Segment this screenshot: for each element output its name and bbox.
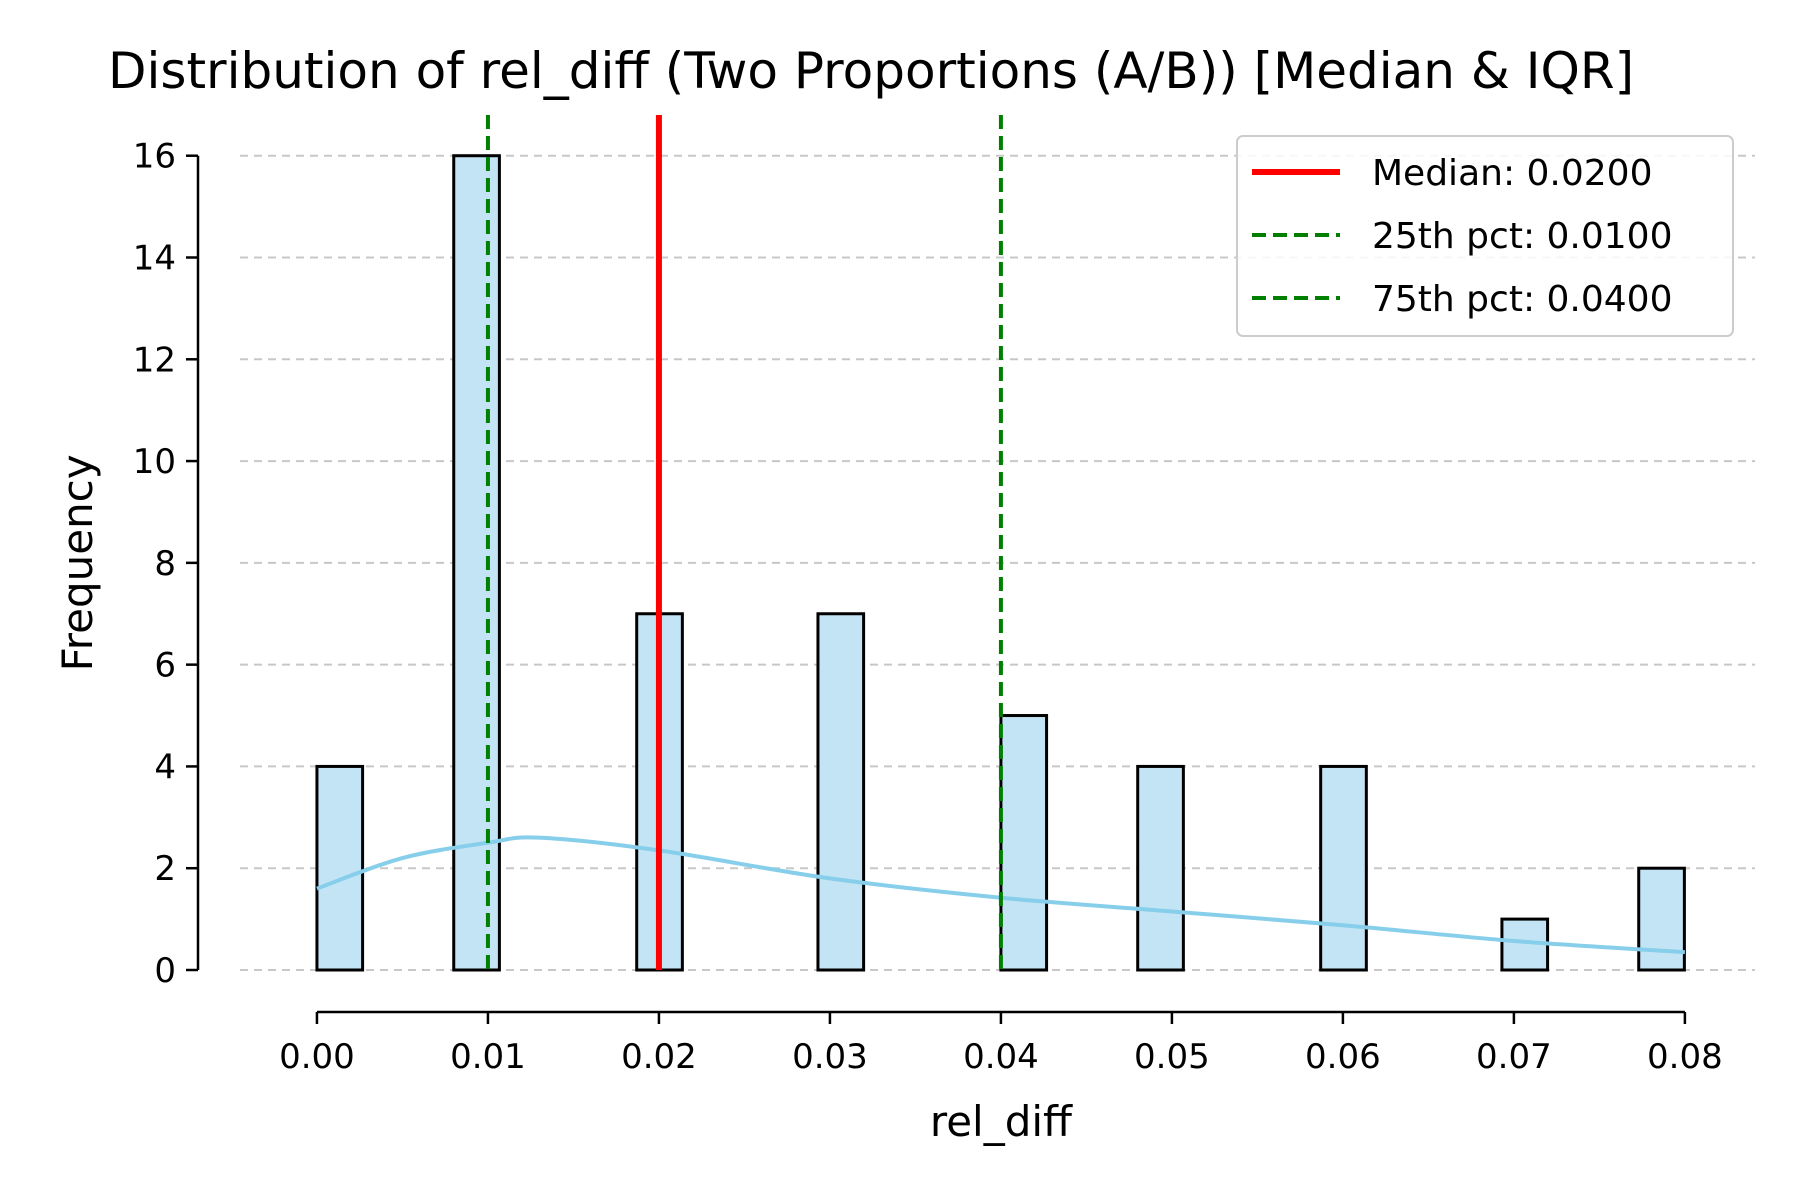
- y-tick-label: 6: [154, 646, 176, 686]
- histogram-bar: [315, 764, 365, 972]
- histogram-bars: [315, 154, 1686, 972]
- y-tick-label: 2: [154, 849, 176, 889]
- y-tick-label: 0: [154, 951, 176, 991]
- legend: Median: 0.0200 25th pct: 0.0100 75th pct: …: [1236, 135, 1734, 337]
- y-axis-label: Frequency: [53, 454, 102, 671]
- x-tick-label: 0.07: [1476, 1037, 1552, 1077]
- histogram-bar: [452, 154, 501, 972]
- histogram-bar: [816, 612, 866, 972]
- y-tick-label: 16: [133, 137, 176, 177]
- legend-label: 25th pct: 0.0100: [1372, 216, 1672, 257]
- x-tick-label: 0.08: [1647, 1037, 1723, 1077]
- y-tick-label: 4: [154, 747, 176, 787]
- chart-title: Distribution of rel_diff (Two Proportion…: [108, 42, 1634, 100]
- y-tick-label: 10: [133, 442, 176, 482]
- histogram-bar: [1136, 764, 1185, 972]
- y-tick-label: 12: [133, 340, 176, 380]
- x-tick-label: 0.00: [279, 1037, 355, 1077]
- histogram-bar: [999, 714, 1049, 972]
- axes: 0 2 4 6 8 10 12 14 16 0.00 0.01 0.02 0.03 0.04 0.05 0.0…: [133, 137, 1723, 1077]
- y-tick-label: 14: [133, 239, 176, 279]
- x-tick-label: 0.04: [963, 1037, 1039, 1077]
- legend-label: Median: 0.0200: [1372, 153, 1652, 194]
- x-tick-label: 0.03: [792, 1037, 868, 1077]
- legend-box: [1236, 135, 1734, 337]
- reference-lines: [485, 115, 1003, 970]
- legend-label: 75th pct: 0.0400: [1372, 279, 1672, 320]
- histogram-bar: [1319, 764, 1368, 972]
- x-tick-label: 0.06: [1305, 1037, 1381, 1077]
- y-tick-label: 8: [154, 544, 176, 584]
- histogram-bar: [1637, 866, 1686, 972]
- x-tick-label: 0.02: [621, 1037, 697, 1077]
- x-tick-label: 0.05: [1134, 1037, 1210, 1077]
- x-axis-label: rel_diff: [930, 1097, 1073, 1146]
- x-tick-label: 0.01: [450, 1037, 526, 1077]
